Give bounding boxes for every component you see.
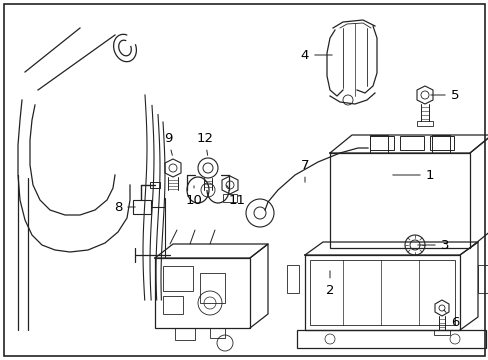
Bar (369, 136, 393, 150)
Bar (429, 136, 453, 150)
Text: 10: 10 (185, 186, 202, 207)
Text: 9: 9 (163, 131, 172, 155)
Bar (431, 135, 449, 153)
Text: 11: 11 (226, 185, 245, 207)
Text: 8: 8 (114, 201, 135, 213)
Text: 12: 12 (196, 131, 213, 155)
Bar (416, 121, 432, 126)
Bar (286, 265, 298, 293)
Bar (163, 266, 193, 291)
Bar (155, 258, 249, 328)
Bar (296, 330, 485, 348)
Bar (175, 328, 195, 340)
Bar (369, 135, 387, 153)
Bar (329, 153, 469, 248)
Bar (305, 255, 459, 330)
Bar (433, 330, 449, 335)
Bar (477, 265, 488, 293)
Bar (133, 200, 151, 214)
Text: 3: 3 (417, 239, 448, 252)
Bar (163, 296, 183, 314)
Bar (223, 194, 237, 202)
Text: 6: 6 (443, 310, 458, 328)
Bar (150, 182, 160, 188)
Text: 7: 7 (300, 158, 308, 182)
Text: 5: 5 (430, 89, 458, 102)
Text: 2: 2 (325, 271, 334, 297)
Bar (399, 136, 423, 150)
Text: 4: 4 (300, 49, 331, 62)
Bar (200, 273, 224, 303)
Bar (309, 260, 454, 325)
Text: 1: 1 (392, 168, 433, 181)
Bar (209, 328, 224, 338)
